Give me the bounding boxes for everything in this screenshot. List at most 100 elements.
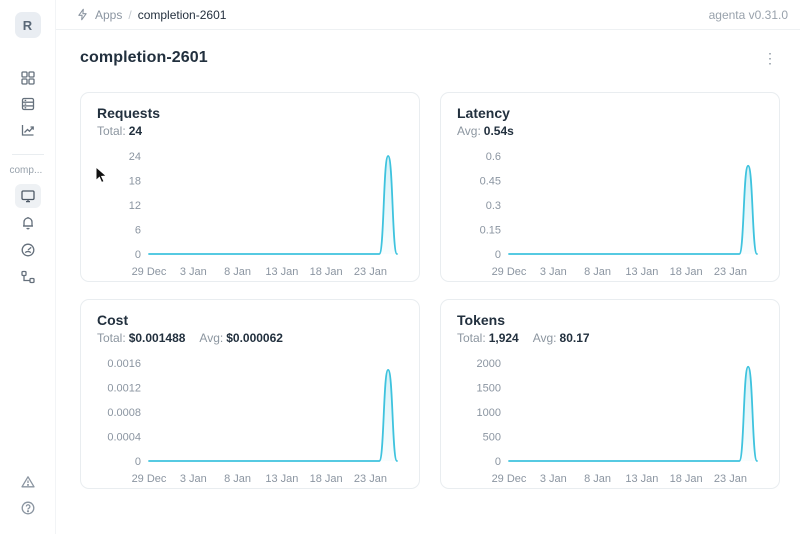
svg-text:0: 0 [495,456,501,468]
main-area: Apps / completion-2601 agenta v0.31.0 co… [56,0,800,534]
cost-card: Cost Total: $0.001488 Avg: $0.000062 0 0.00… [80,299,420,489]
requests-card: Requests Total: 24 0 6 12 18 24 29 Dec 3 Jan 8 J… [80,92,420,282]
sidebar-item-observability[interactable] [15,118,41,142]
latency-card: Latency Avg: 0.54s 0 0.15 0.3 0.45 0.6 29 Dec 3… [440,92,780,282]
sidebar-main-nav [15,66,41,142]
svg-text:3 Jan: 3 Jan [540,266,567,278]
breadcrumb: Apps / completion-2601 [76,8,226,22]
list-icon [20,96,36,112]
svg-text:29 Dec: 29 Dec [492,266,527,278]
svg-text:18 Jan: 18 Jan [310,266,343,278]
workspace-avatar[interactable]: R [14,12,41,38]
grid-icon [20,70,36,86]
svg-text:0.6: 0.6 [486,151,501,163]
svg-text:3 Jan: 3 Jan [180,266,207,278]
svg-text:13 Jan: 13 Jan [625,473,658,485]
svg-text:1500: 1500 [477,383,501,395]
metrics-grid: Requests Total: 24 0 6 12 18 24 29 Dec 3 Jan 8 J… [80,92,780,489]
bolt-icon [76,8,89,21]
monitor-icon [20,188,36,204]
app-section-label: comp... [9,165,43,176]
sidebar-item-evaluations[interactable] [15,238,41,262]
chart-icon [20,122,36,138]
requests-chart: 0 6 12 18 24 29 Dec 3 Jan 8 Jan 13 Jan 18 Jan 23 J… [97,142,403,281]
svg-text:18 Jan: 18 Jan [670,473,703,485]
sidebar-item-registry[interactable] [15,92,41,116]
sidebar-item-alerts[interactable] [15,470,41,494]
svg-text:0.0016: 0.0016 [107,358,141,370]
svg-text:29 Dec: 29 Dec [132,266,167,278]
page-title: completion-2601 [80,49,208,66]
svg-text:6: 6 [135,225,141,237]
stat-avg: Avg: 0.54s [457,124,514,138]
card-title: Tokens [457,312,505,328]
svg-text:0.45: 0.45 [480,176,501,188]
stat-total: Total: 24 [97,124,143,138]
card-title: Cost [97,312,129,328]
sidebar-item-apps[interactable] [15,66,41,90]
card-stats: Total: 24 [97,124,403,138]
svg-text:23 Jan: 23 Jan [354,266,387,278]
breadcrumb-apps-link[interactable]: Apps [95,7,123,22]
sidebar-item-help[interactable] [15,496,41,520]
alert-triangle-icon [20,474,36,490]
bell-icon [20,215,36,231]
sidebar-item-overview[interactable] [14,184,41,208]
stat-avg: Avg: 80.17 [532,331,590,345]
page-content: completion-2601 Requests Total:24 0 6 12 18… [56,30,800,489]
sidebar: R [0,0,56,534]
svg-text:3 Jan: 3 Jan [180,473,207,485]
svg-text:0.0004: 0.0004 [107,432,141,444]
title-row: completion-2601 [80,48,780,68]
svg-text:18 Jan: 18 Jan [670,266,703,278]
card-stats: Avg: 0.54s [457,124,763,138]
card-title: Requests [97,105,161,121]
workflow-icon [20,269,36,285]
svg-text:2000: 2000 [477,358,501,370]
card-stats: Total: 1,924 Avg: 80.17 [457,331,763,345]
svg-text:0.3: 0.3 [486,200,501,212]
sidebar-item-traces[interactable] [15,265,41,289]
tokens-chart: 0 500 1000 1500 2000 29 Dec 3 Jan 8 Jan 13 Jan 18… [457,349,763,488]
sidebar-app-nav [14,184,41,289]
svg-text:0.0008: 0.0008 [107,407,141,419]
svg-text:0: 0 [135,249,141,261]
svg-text:29 Dec: 29 Dec [492,473,527,485]
latency-chart: 0 0.15 0.3 0.45 0.6 29 Dec 3 Jan 8 Jan 13 Jan 18 … [457,142,763,281]
gauge-icon [20,242,36,258]
stat-total: Total: $0.001488 [97,331,186,345]
sidebar-bottom-nav [15,470,41,520]
svg-text:8 Jan: 8 Jan [584,473,611,485]
svg-text:18: 18 [129,176,141,188]
svg-text:18 Jan: 18 Jan [310,473,343,485]
more-options-button[interactable] [760,48,780,68]
breadcrumb-current-page: completion-2601 [137,7,227,22]
cost-chart: 0 0.0004 0.0008 0.0012 0.0016 29 Dec 3 Jan 8 Ja… [97,349,403,488]
help-icon [20,500,36,516]
svg-text:13 Jan: 13 Jan [265,473,298,485]
sidebar-divider [11,154,44,155]
svg-text:24: 24 [129,151,141,163]
svg-text:3 Jan: 3 Jan [540,473,567,485]
svg-text:23 Jan: 23 Jan [714,266,747,278]
svg-text:500: 500 [483,432,501,444]
svg-text:8 Jan: 8 Jan [584,266,611,278]
svg-text:13 Jan: 13 Jan [625,266,658,278]
svg-text:8 Jan: 8 Jan [224,473,251,485]
card-title: Latency [457,105,510,121]
breadcrumb-separator: / [128,7,132,22]
svg-text:23 Jan: 23 Jan [714,473,747,485]
svg-text:12: 12 [129,200,141,212]
stat-total: Total: 1,924 [457,331,519,345]
svg-text:23 Jan: 23 Jan [354,473,387,485]
app-version-label: agenta v0.31.0 [708,7,788,22]
svg-text:29 Dec: 29 Dec [132,473,167,485]
svg-text:1000: 1000 [477,407,501,419]
sidebar-item-playground[interactable] [15,211,41,235]
tokens-card: Tokens Total: 1,924 Avg: 80.17 0 500 1000 150… [440,299,780,489]
top-bar: Apps / completion-2601 agenta v0.31.0 [56,0,800,30]
svg-text:0.15: 0.15 [480,225,501,237]
card-stats: Total: $0.001488 Avg: $0.000062 [97,331,403,345]
stat-avg: Avg: $0.000062 [199,331,283,345]
svg-text:8 Jan: 8 Jan [224,266,251,278]
